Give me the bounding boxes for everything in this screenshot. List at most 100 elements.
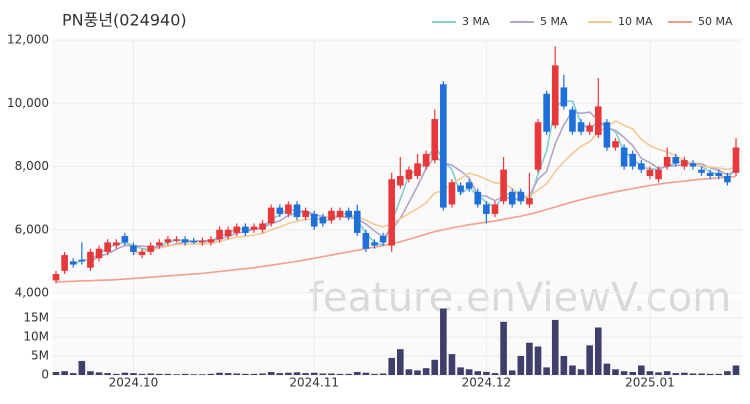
volume-bar (594, 327, 602, 375)
volume-bar (199, 374, 206, 375)
volume-bar (698, 373, 705, 375)
candle-body (181, 239, 189, 243)
volume-bar (207, 373, 215, 375)
candle-body (414, 163, 421, 176)
candle-body (147, 245, 154, 252)
volume-bar (276, 373, 284, 375)
volume-bar (586, 345, 593, 375)
candle-body (474, 191, 482, 205)
x-tick-label: 2024.11 (289, 376, 339, 390)
candle-body (164, 239, 172, 243)
volume-bar (242, 373, 249, 375)
volume-bar (491, 373, 499, 375)
candle-body (250, 226, 258, 230)
volume-bar (569, 365, 576, 375)
volume-bar (61, 371, 68, 375)
candle-body (155, 242, 163, 246)
candle-body (207, 239, 215, 243)
volume-tick-label: 10M (23, 330, 49, 344)
volume-bar (508, 370, 516, 375)
candle-body (242, 226, 249, 233)
candle-body (310, 213, 318, 227)
y-tick-label: 6,000 (15, 222, 49, 236)
candle-body (259, 223, 266, 230)
candle-body (121, 236, 129, 243)
volume-bar (362, 372, 370, 375)
candle-body (431, 119, 439, 161)
volume-bar (724, 371, 731, 375)
candle-body (646, 169, 654, 176)
candle-body (534, 122, 542, 170)
volume-bar (121, 372, 129, 375)
candle-body (594, 106, 602, 135)
volume-bar (353, 371, 361, 375)
candle-body (638, 163, 645, 170)
volume-bar (465, 369, 473, 375)
candle-body (276, 207, 284, 214)
candle-body (328, 210, 335, 221)
candle-body (620, 147, 628, 167)
candle-body (233, 226, 241, 233)
volume-bar (250, 373, 258, 375)
volume-bar (181, 373, 189, 375)
candle-body (569, 109, 576, 132)
volume-bar (52, 371, 60, 375)
candle-body (672, 157, 680, 164)
candle-body (353, 210, 361, 233)
candle-body (543, 93, 550, 132)
y-tick-label: 10,000 (7, 96, 49, 110)
candle-body (577, 122, 585, 132)
candle-body (336, 210, 344, 218)
volume-bar (500, 321, 507, 375)
candle-body (603, 122, 611, 148)
candle-body (440, 84, 447, 208)
candle-body (526, 198, 533, 205)
volume-bar (422, 368, 430, 375)
candle-body (173, 239, 180, 241)
volume-bar (663, 371, 671, 375)
volume-bar (457, 367, 464, 375)
legend-label: 5 MA (540, 15, 568, 28)
candle-body (612, 141, 619, 148)
volume-bar (397, 349, 404, 375)
candle-body (319, 217, 327, 224)
volume-bar (517, 356, 525, 375)
candle-body (104, 242, 111, 252)
volume-bar (551, 319, 559, 375)
candle-body (61, 255, 68, 271)
volume-bar (405, 369, 413, 375)
ma-line (55, 175, 737, 283)
volume-bar (328, 373, 335, 375)
candle-body (95, 248, 103, 259)
volume-bar (483, 371, 490, 375)
candle-body (190, 240, 198, 243)
volume-bar (319, 373, 327, 375)
candle-body (112, 242, 120, 246)
ma-line (133, 120, 737, 255)
candle-body (681, 160, 688, 167)
volume-bar (285, 372, 292, 375)
volume-bar (259, 373, 266, 375)
volume-bar (689, 373, 697, 375)
legend-label: 3 MA (462, 15, 490, 28)
volume-bar (638, 365, 645, 375)
volume-bar (302, 373, 309, 375)
volume-bar (646, 371, 654, 375)
candle-body (560, 87, 568, 107)
candle-body (267, 207, 275, 224)
candle-body (586, 125, 593, 132)
y-tick-label: 8,000 (15, 159, 49, 173)
volume-bar (267, 371, 275, 375)
volume-bar (440, 308, 447, 375)
candle-body (706, 172, 714, 176)
candle-body (465, 182, 473, 189)
volume-bar (681, 372, 688, 375)
candle-body (388, 179, 395, 246)
volume-bar (345, 373, 352, 375)
candle-body (405, 169, 413, 180)
candle-body (663, 157, 671, 167)
volume-bar (69, 373, 77, 375)
candle-body (715, 172, 723, 176)
candle-body (422, 153, 430, 167)
